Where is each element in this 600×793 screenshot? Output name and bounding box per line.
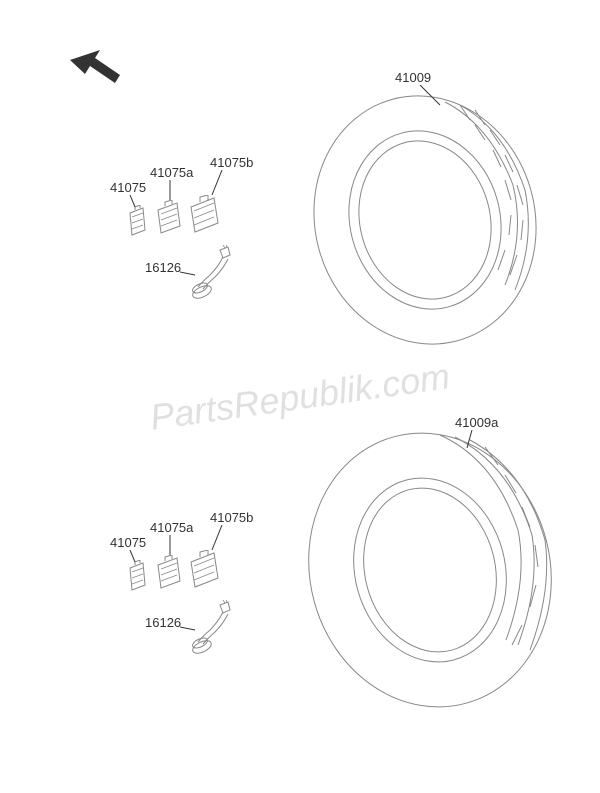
- weight-2-icon: [155, 555, 183, 590]
- leader-line: [462, 430, 482, 450]
- valve-label: 16126: [145, 260, 181, 275]
- leader-line: [415, 85, 445, 110]
- weight-1-label: 41075: [110, 535, 146, 550]
- valve-weight-group-1: 41075 41075a 41075b: [115, 155, 275, 305]
- weight-2-icon: [155, 200, 183, 235]
- leader-line: [165, 180, 175, 202]
- valve-label: 16126: [145, 615, 181, 630]
- weight-2-label: 41075a: [150, 520, 193, 535]
- valve-weight-group-2: 41075 41075a 41075b: [115, 510, 275, 660]
- weight-3-label: 41075b: [210, 155, 253, 170]
- weight-2-label: 41075a: [150, 165, 193, 180]
- leader-line: [210, 525, 225, 553]
- leader-line: [165, 535, 175, 557]
- weight-3-icon: [188, 195, 220, 233]
- leader-line: [127, 195, 137, 210]
- front-tire-icon: [305, 90, 545, 350]
- weight-3-icon: [188, 550, 220, 588]
- leader-line: [180, 267, 198, 279]
- direction-arrow-icon: [65, 45, 125, 95]
- weight-1-icon: [125, 205, 150, 240]
- leader-line: [127, 550, 137, 565]
- leader-line: [180, 622, 198, 634]
- rear-tire-label: 41009a: [455, 415, 498, 430]
- weight-1-icon: [125, 560, 150, 595]
- parts-diagram: PartsRepublik.com 41009 41009a: [0, 0, 600, 793]
- weight-1-label: 41075: [110, 180, 146, 195]
- weight-3-label: 41075b: [210, 510, 253, 525]
- rear-tire-icon: [300, 425, 560, 715]
- leader-line: [210, 170, 225, 198]
- front-tire-label: 41009: [395, 70, 431, 85]
